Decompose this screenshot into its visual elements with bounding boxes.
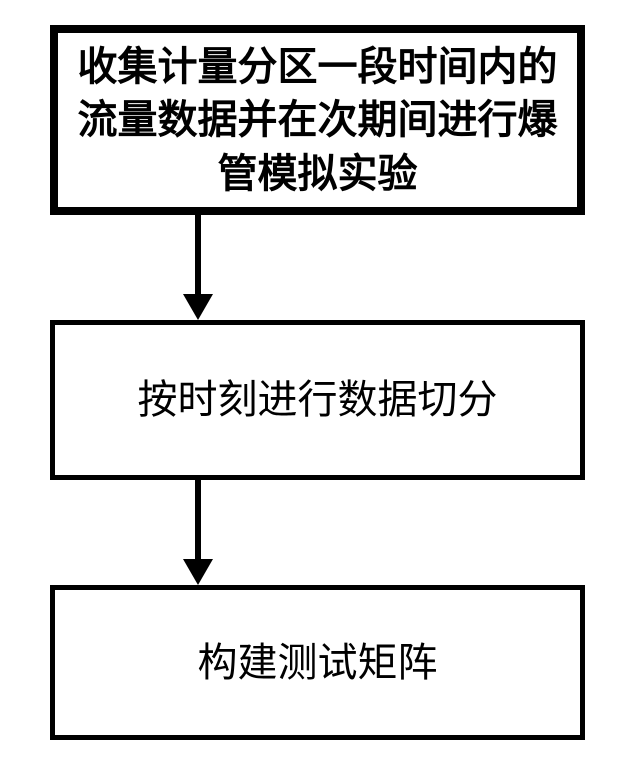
- flowchart-node-label: 收集计量分区一段时间内的流量数据并在次期间进行爆管模拟实验: [68, 40, 567, 200]
- flowchart-node-box2: 按时刻进行数据切分: [50, 320, 585, 480]
- flowchart-arrow-shaft: [195, 215, 201, 294]
- flowchart-arrow-head: [183, 294, 213, 320]
- flowchart-node-box3: 构建测试矩阵: [50, 585, 585, 740]
- flowchart-arrow-head: [183, 559, 213, 585]
- flowchart-node-label: 按时刻进行数据切分: [65, 374, 570, 426]
- flowchart-node-label: 构建测试矩阵: [65, 637, 570, 689]
- flowchart-node-box1: 收集计量分区一段时间内的流量数据并在次期间进行爆管模拟实验: [50, 25, 585, 215]
- flowchart-arrow-shaft: [195, 480, 201, 559]
- flowchart-canvas: 收集计量分区一段时间内的流量数据并在次期间进行爆管模拟实验按时刻进行数据切分构建…: [0, 0, 630, 758]
